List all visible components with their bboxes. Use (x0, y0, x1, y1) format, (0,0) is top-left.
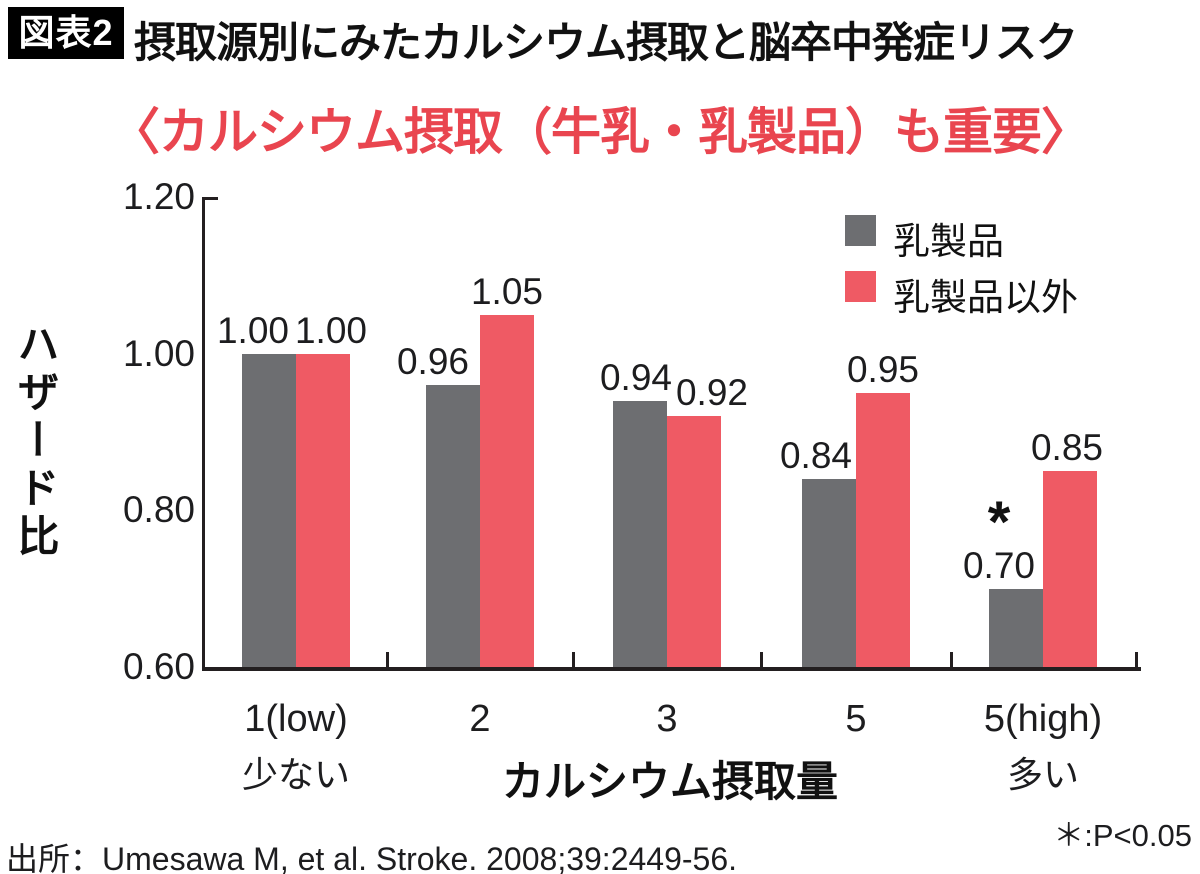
x-tick-4 (1135, 652, 1138, 667)
y-axis-title: ハザード比 (12, 322, 59, 562)
x-tick-0 (386, 652, 389, 667)
y-tick-label: 1.00 (122, 332, 195, 374)
bar-乳製品以外-3 (667, 416, 721, 667)
x-category-label-0: 1(low) (244, 698, 348, 740)
bar-乳製品以外-2 (480, 314, 534, 667)
x-category-sublabel-4: 多い (1006, 754, 1079, 795)
significance-asterisk: * (987, 489, 1011, 555)
chart-subtitle: 〈カルシウム摂取（牛乳・乳製品）も重要〉 (110, 104, 1091, 160)
x-category-label-3: 5 (845, 698, 867, 740)
x-category-label-1: 2 (469, 698, 491, 740)
bar-乳製品以外-5 (856, 392, 910, 667)
y-axis-top-tick (202, 197, 218, 200)
significance-footnote: ＊:P<0.05 (1053, 818, 1192, 853)
x-tick-2 (760, 652, 763, 667)
x-category-label-4: 5(high) (983, 698, 1103, 740)
x-category-sublabel-0: 少ない (241, 754, 350, 795)
x-tick-1 (572, 652, 575, 667)
bar-value-label: 0.70 (962, 544, 1035, 586)
bar-乳製品以外-1(low) (296, 353, 350, 667)
bar-乳製品-3 (613, 400, 667, 667)
bar-value-label: 1.00 (216, 309, 289, 351)
bar-乳製品-5 (802, 479, 856, 667)
bar-乳製品-5(high) (989, 588, 1043, 667)
bar-value-label: 1.00 (294, 309, 367, 351)
x-axis-title: カルシウム摂取量 (501, 758, 838, 805)
bar-乳製品-1(low) (242, 353, 296, 667)
legend-label-dairy: 乳製品 (893, 221, 1004, 262)
x-axis-line (202, 667, 1141, 671)
bar-乳製品以外-5(high) (1043, 471, 1097, 667)
figure-title: 摂取源別にみたカルシウム摂取と脳卒中発症リスク (134, 19, 1078, 66)
x-tick-3 (950, 652, 953, 667)
x-category-label-2: 3 (656, 698, 678, 740)
source-citation: 出所：Umesawa M, et al. Stroke. 2008;39:244… (6, 841, 738, 874)
y-tick-label: 0.80 (122, 489, 195, 531)
bar-value-label: 0.84 (779, 435, 852, 476)
legend-swatch-dairy (845, 215, 876, 246)
y-tick-label: 0.60 (122, 646, 195, 687)
y-axis-line (202, 197, 205, 670)
legend-swatch-non-dairy (845, 271, 876, 302)
bar-value-label: 1.05 (470, 270, 543, 312)
bar-value-label: 0.94 (599, 356, 672, 398)
y-tick-label: 1.20 (122, 176, 195, 217)
bar-value-label: 0.95 (846, 348, 919, 390)
figure-number-badge: 図表2 (8, 7, 124, 59)
bar-value-label: 0.96 (396, 341, 469, 382)
bar-value-label: 0.85 (1030, 427, 1103, 469)
bar-value-label: 0.92 (675, 372, 748, 414)
legend-label-non-dairy: 乳製品以外 (893, 277, 1078, 318)
bar-乳製品-2 (426, 385, 480, 667)
